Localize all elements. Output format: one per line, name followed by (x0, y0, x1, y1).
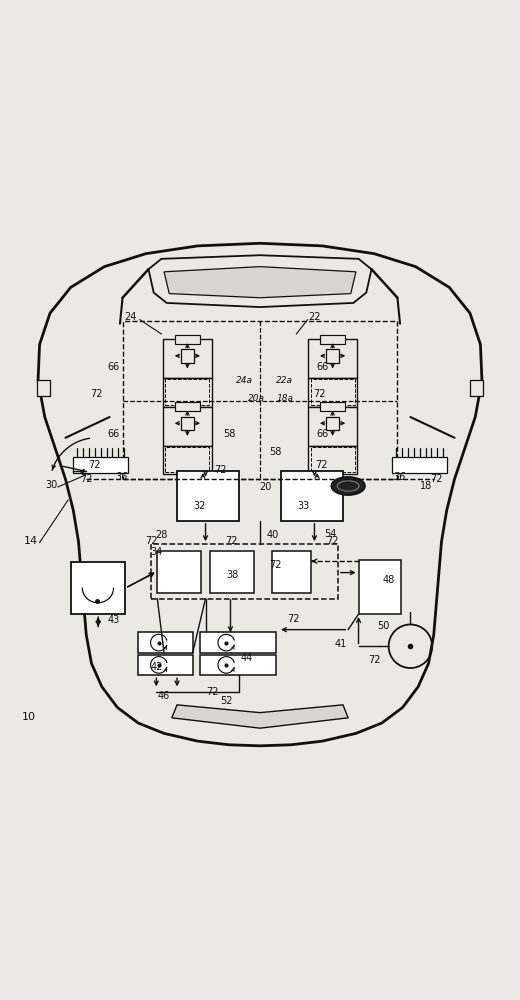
Bar (272, 551, 311, 593)
Bar (200, 632, 276, 653)
Bar (308, 446, 357, 474)
Bar (138, 632, 192, 653)
Text: 46: 46 (158, 691, 170, 701)
Bar (165, 379, 210, 405)
Polygon shape (149, 255, 371, 307)
Bar (163, 339, 212, 378)
Text: 42: 42 (150, 662, 162, 672)
Bar (210, 551, 254, 593)
Text: 24: 24 (124, 312, 137, 322)
Bar (310, 379, 355, 405)
Text: 72: 72 (315, 460, 328, 470)
Bar (151, 544, 338, 599)
Bar (163, 378, 212, 407)
Bar (326, 417, 340, 430)
Text: 24a: 24a (236, 376, 253, 385)
Text: 72: 72 (327, 536, 339, 546)
Bar (326, 349, 340, 363)
Bar (308, 407, 357, 446)
Text: 33: 33 (297, 501, 309, 511)
Text: 72: 72 (225, 536, 238, 546)
Text: 72: 72 (288, 614, 300, 624)
Text: 58: 58 (223, 429, 235, 439)
Text: 66: 66 (108, 429, 120, 439)
Text: 50: 50 (377, 621, 389, 631)
Text: 28: 28 (155, 530, 167, 540)
Bar (158, 551, 201, 593)
Text: 34: 34 (150, 547, 162, 557)
Bar (200, 655, 276, 675)
Bar (320, 335, 345, 344)
Ellipse shape (331, 477, 365, 495)
Bar (310, 447, 355, 472)
Bar (177, 471, 239, 521)
Bar (308, 339, 357, 378)
Text: 72: 72 (214, 465, 226, 475)
Text: 72: 72 (88, 460, 100, 470)
Bar (165, 447, 210, 472)
Text: 72: 72 (206, 687, 218, 697)
Text: 66: 66 (316, 429, 328, 439)
Bar (37, 380, 50, 396)
Bar (73, 457, 128, 473)
Polygon shape (164, 267, 356, 298)
Bar (163, 446, 212, 474)
Bar (180, 417, 194, 430)
Text: 22: 22 (308, 312, 321, 322)
Text: 58: 58 (269, 447, 282, 457)
Text: 18: 18 (420, 481, 432, 491)
Text: 30: 30 (45, 480, 58, 490)
Text: 36: 36 (116, 472, 129, 482)
Text: 36: 36 (394, 472, 406, 482)
Text: 52: 52 (220, 696, 232, 706)
Text: 66: 66 (316, 362, 328, 372)
Bar (320, 402, 345, 411)
Text: 20a: 20a (248, 394, 265, 403)
Polygon shape (172, 705, 348, 728)
Text: 20: 20 (259, 482, 271, 492)
Bar (175, 402, 200, 411)
Bar (358, 560, 401, 614)
Text: 72: 72 (430, 474, 443, 484)
Text: 32: 32 (193, 501, 205, 511)
Text: 54: 54 (324, 529, 336, 539)
Bar (123, 321, 397, 479)
Text: 18a: 18a (277, 394, 293, 403)
Bar (163, 407, 212, 446)
Text: 14: 14 (24, 536, 38, 546)
Text: 48: 48 (383, 575, 395, 585)
Text: 44: 44 (241, 653, 253, 663)
Bar (392, 457, 447, 473)
Bar (308, 378, 357, 407)
Bar (281, 471, 343, 521)
Text: 10: 10 (22, 712, 36, 722)
Text: 41: 41 (334, 639, 346, 649)
Text: 72: 72 (314, 389, 326, 399)
Bar (180, 349, 194, 363)
Text: 72: 72 (269, 560, 282, 570)
Bar (138, 655, 192, 675)
Bar (470, 380, 483, 396)
Text: 72: 72 (145, 536, 158, 546)
Text: 40: 40 (267, 530, 279, 540)
Bar (71, 562, 125, 614)
Text: 43: 43 (108, 615, 120, 625)
Bar (175, 335, 200, 344)
Text: 72: 72 (80, 474, 93, 484)
Text: 72: 72 (368, 655, 380, 665)
Text: 72: 72 (90, 389, 103, 399)
Text: 66: 66 (108, 362, 120, 372)
Text: 38: 38 (226, 570, 239, 580)
Text: 22a: 22a (277, 376, 293, 385)
